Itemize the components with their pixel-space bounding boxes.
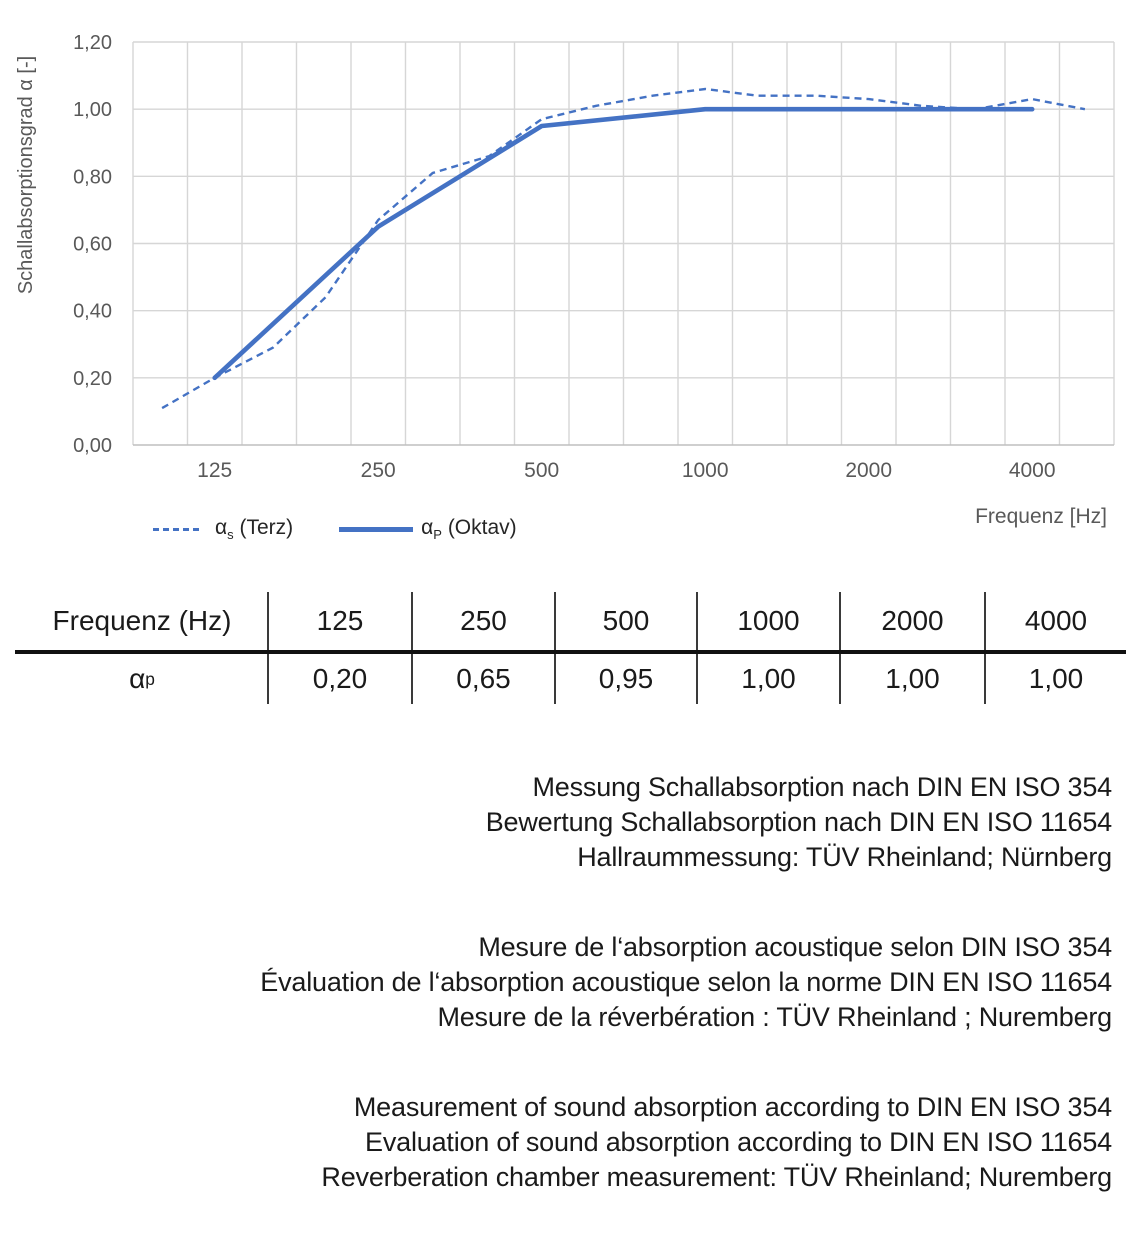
table-header-2000: 2000 (841, 592, 986, 650)
x-axis-tick-label: 2000 (845, 459, 892, 482)
x-axis-tick-label: 250 (361, 459, 396, 482)
table-header-1000: 1000 (698, 592, 841, 650)
x-axis-tick-label: 125 (197, 459, 232, 482)
y-axis-tick-label: 0,60 (73, 234, 112, 256)
solid-line-swatch (339, 526, 414, 532)
series-oktav-solid-line (212, 106, 1035, 381)
note-line: Evaluation of sound absorption according… (365, 1127, 1112, 1157)
table-header-250: 250 (413, 592, 556, 650)
table-divider-rule (15, 650, 1126, 654)
legend-label-terz: αs (Terz) (215, 516, 294, 543)
note-block-french: Mesure de l‘absorption acoustique selon … (40, 930, 1112, 1035)
table-value-1000: 1,00 (698, 654, 841, 704)
legend-item-terz: αs (Terz) (153, 516, 293, 542)
note-line: Measurement of sound absorption accordin… (353, 1092, 1112, 1122)
note-line: Messung Schallabsorption nach DIN EN ISO… (532, 772, 1112, 802)
x-axis-title: Frequenz [Hz] (975, 505, 1107, 528)
table-value-125: 0,20 (269, 654, 413, 704)
series-terz-dashed-line (161, 87, 1086, 410)
table-value-4000: 1,00 (1028, 663, 1084, 694)
note-line: Mesure de l‘absorption acoustique selon … (478, 932, 1112, 962)
note-line: Évaluation de l‘absorption acoustique se… (260, 967, 1112, 997)
table-header-125: 125 (269, 592, 413, 650)
y-axis-tick-label: 1,00 (73, 99, 112, 121)
table-value-2000: 1,00 (841, 654, 986, 704)
x-axis-tick-label: 1000 (682, 459, 729, 482)
y-axis-tick-label: 0,40 (73, 301, 112, 323)
y-axis-tick-label: 0,20 (73, 368, 112, 390)
legend-label-oktav: αP (Oktav) (421, 516, 517, 543)
y-axis-tick-label: 1,20 (73, 32, 112, 54)
note-line: Reverberation chamber measurement: TÜV R… (321, 1162, 1112, 1192)
legend-item-oktav: αP (Oktav) (339, 516, 517, 542)
dashed-line-swatch (153, 527, 203, 531)
table-header-row: Frequenz (Hz) 125 250 500 1000 2000 4000 (17, 592, 1126, 650)
table-value-500: 0,95 (556, 654, 698, 704)
absorption-line-chart: 0,00 0,20 0,40 0,60 0,80 1,00 1,20 125 250 500 100… (15, 32, 1115, 482)
table-header-500: 500 (556, 592, 698, 650)
note-line: Bewertung Schallabsorption nach DIN EN I… (485, 807, 1112, 837)
note-line: Mesure de la réverbération : TÜV Rheinla… (437, 1002, 1112, 1032)
x-axis-tick-label: 4000 (1009, 459, 1056, 482)
x-axis-tick-label: 500 (524, 459, 559, 482)
y-axis-tick-label: 0,00 (73, 435, 112, 457)
table-value-250: 0,65 (413, 654, 556, 704)
table-header-4000: 4000 (1024, 605, 1088, 636)
chart-legend: αs (Terz) αP (Oktav) (153, 516, 517, 542)
absorption-table: Frequenz (Hz) 125 250 500 1000 2000 4000… (15, 592, 1126, 704)
note-line: Hallraummessung: TÜV Rheinland; Nürnberg (577, 842, 1112, 872)
y-axis-title: Schallabsorptionsgrad α [-] (15, 56, 37, 294)
note-block-english: Measurement of sound absorption accordin… (40, 1090, 1112, 1195)
absorption-chart-section: 0,00 0,20 0,40 0,60 0,80 1,00 1,20 125 250 500 100… (0, 0, 1135, 560)
y-axis-tick-label: 0,80 (73, 166, 112, 188)
note-block-german: Messung Schallabsorption nach DIN EN ISO… (40, 770, 1112, 875)
table-header-frequency: Frequenz (Hz) (17, 592, 269, 650)
